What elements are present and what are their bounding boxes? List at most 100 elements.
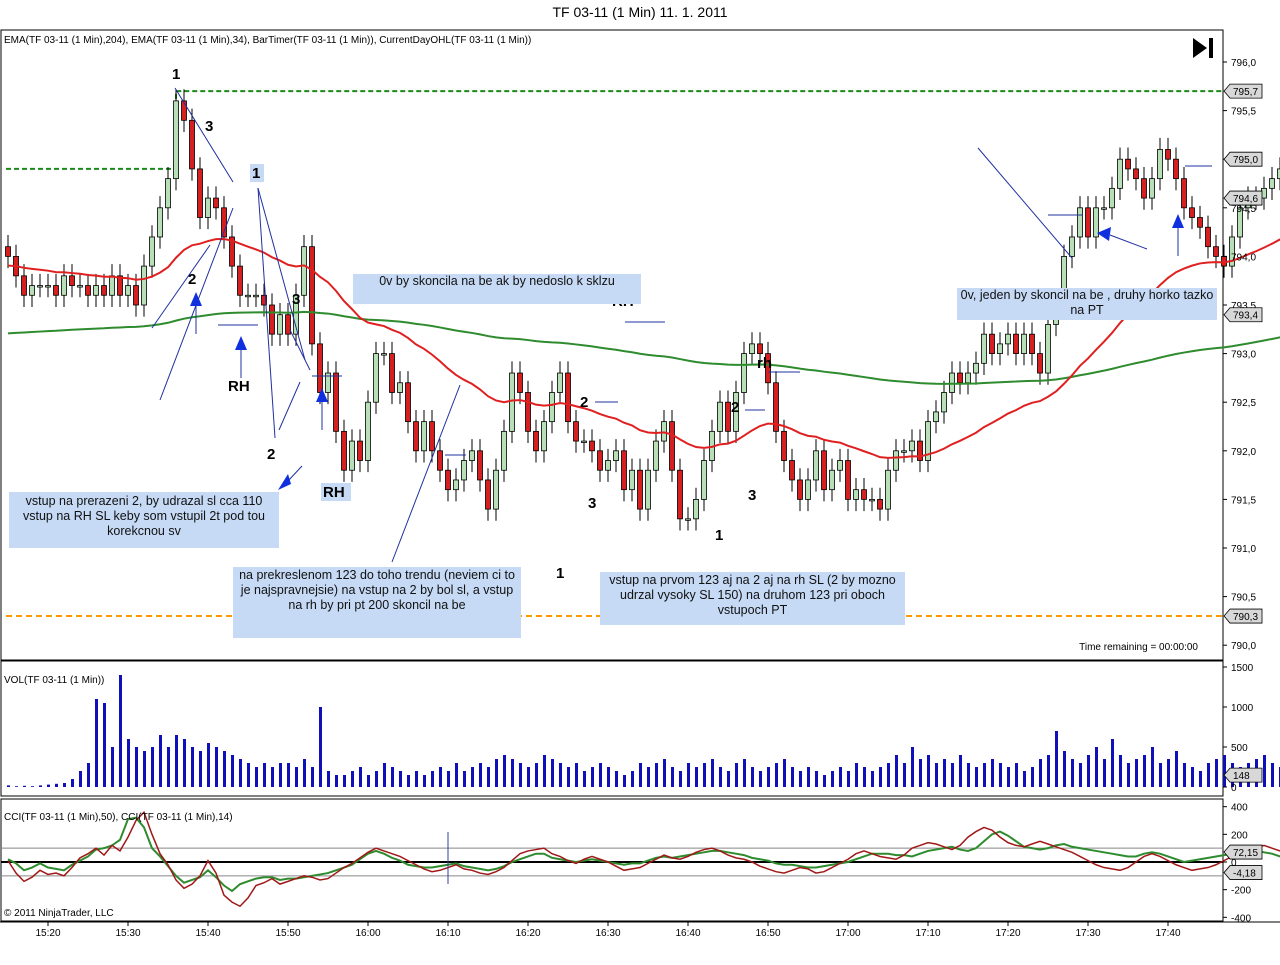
volume-bar (631, 771, 634, 787)
volume-bar (207, 743, 210, 787)
candle (797, 479, 803, 500)
candle (253, 294, 259, 298)
arrow-icon (1172, 214, 1184, 228)
volume-bar (7, 785, 10, 787)
candle (1101, 207, 1107, 210)
volume-bar (535, 763, 538, 787)
candle (589, 440, 595, 452)
volume-bar (559, 763, 562, 787)
trend-line (257, 187, 276, 439)
time-tick-label: 17:00 (835, 928, 860, 939)
volume-bar (935, 763, 938, 787)
volume-bar (263, 763, 266, 787)
candle (1157, 149, 1163, 180)
volume-bar (511, 759, 514, 787)
volume-bar (343, 775, 346, 787)
wave-label: 1 (252, 165, 260, 182)
volume-bar (895, 755, 898, 787)
volume-bar (1127, 763, 1130, 787)
candle (885, 469, 891, 510)
candle (117, 275, 123, 296)
price-tick-label: 793,0 (1231, 350, 1256, 361)
volume-tick-label: 500 (1231, 743, 1248, 754)
candle (101, 285, 107, 296)
candle (1085, 207, 1091, 238)
price-panel[interactable] (0, 29, 1224, 661)
volume-bar (183, 739, 186, 787)
price-tick-label: 792,5 (1231, 398, 1256, 409)
candle (1197, 217, 1203, 228)
candle (85, 285, 91, 296)
volume-bar (823, 775, 826, 787)
candle (517, 372, 523, 393)
scroll-to-end-button[interactable] (1190, 36, 1216, 60)
volume-bar (1015, 763, 1018, 787)
candle (1165, 149, 1171, 160)
volume-bar (1031, 767, 1034, 787)
cci-indicator-label: CCI(TF 03-11 (1 Min),50), CCI(TF 03-11 (… (4, 812, 233, 823)
candle (933, 411, 939, 423)
wave-label: 3 (748, 487, 756, 504)
volume-bar (247, 763, 250, 787)
candle (53, 285, 59, 296)
volume-bar (23, 785, 26, 787)
candle (389, 353, 395, 393)
volume-bar (423, 775, 426, 787)
candle (493, 469, 499, 510)
volume-bar (775, 763, 778, 787)
volume-bar (1047, 755, 1050, 787)
volume-bar (399, 771, 402, 787)
time-tick-label: 16:10 (435, 928, 460, 939)
volume-panel[interactable] (0, 660, 1224, 797)
volume-bar (1263, 755, 1266, 787)
wave-label: 1 (172, 66, 180, 83)
time-tick-label: 16:30 (595, 928, 620, 939)
arrow-icon (190, 292, 202, 306)
volume-bar (191, 747, 194, 787)
candle (557, 372, 563, 393)
badge-ema204-bg (1223, 307, 1263, 323)
cci-panel[interactable] (0, 798, 1224, 922)
candle (821, 450, 827, 491)
volume-bar (711, 759, 714, 787)
wave-label: 3 (205, 118, 213, 135)
candle (965, 372, 971, 384)
volume-bar (431, 771, 434, 787)
volume-bar (1191, 767, 1194, 787)
badge-session-low: 790,3 (1233, 612, 1258, 623)
volume-bar (663, 759, 666, 787)
volume-bar (79, 771, 82, 787)
candle (61, 275, 67, 296)
cci-tick-label: -200 (1231, 886, 1251, 897)
candle (333, 372, 339, 432)
candle (365, 401, 371, 461)
candle (165, 178, 171, 209)
candle (781, 430, 787, 461)
candle (45, 285, 51, 288)
arrow-icon (1097, 227, 1111, 241)
volume-bar (991, 759, 994, 787)
badge-session-high-bg (1223, 83, 1263, 99)
volume-bar (295, 767, 298, 787)
volume-bar (143, 751, 146, 787)
volume-bar (375, 771, 378, 787)
candle (453, 479, 459, 491)
copyright: © 2011 NinjaTrader, LLC (4, 908, 114, 919)
volume-bar (303, 759, 306, 787)
volume-bar (71, 779, 74, 787)
volume-bar (983, 763, 986, 787)
time-tick-label: 17:10 (915, 928, 940, 939)
badge-volume: 148 (1233, 771, 1250, 782)
candle (1029, 333, 1035, 355)
ema34-line (7, 238, 1280, 459)
badge-ema34: 794,6 (1233, 194, 1258, 205)
candle (717, 401, 723, 432)
wave-label: RH (323, 484, 345, 501)
volume-bar (591, 767, 594, 787)
candle (653, 440, 659, 471)
candle (221, 207, 227, 238)
volume-bar (1215, 759, 1218, 787)
volume-bar (471, 767, 474, 787)
badge-cci50: 72,15 (1233, 848, 1258, 859)
